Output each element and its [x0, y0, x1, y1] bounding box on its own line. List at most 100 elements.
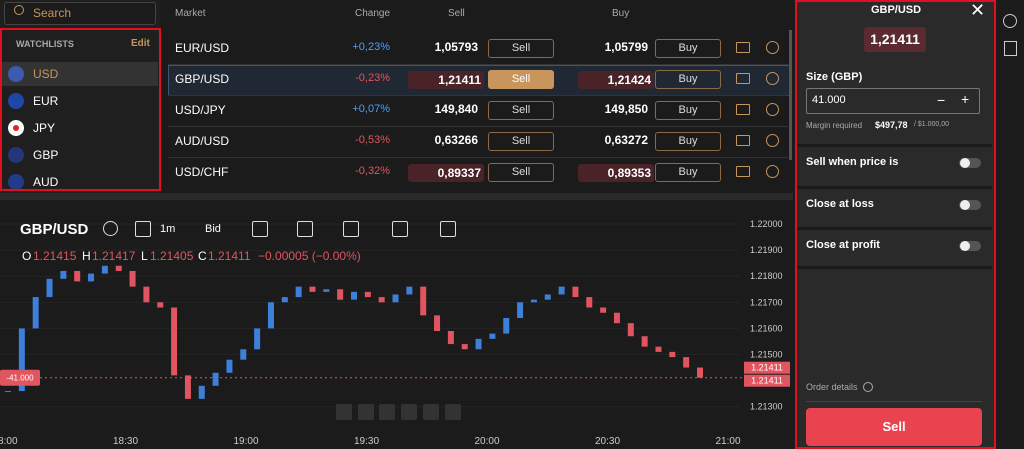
- minus[interactable]: −: [937, 92, 946, 108]
- candle: [337, 289, 344, 300]
- sell-price: 1,05793: [434, 40, 478, 54]
- size-value[interactable]: 41.000: [812, 94, 846, 106]
- sell-button[interactable]: Sell: [488, 132, 554, 151]
- watchlist-item[interactable]: AUD: [33, 175, 59, 189]
- close-button[interactable]: ✕: [970, 0, 986, 20]
- watchlist-item[interactable]: JPY: [33, 121, 56, 135]
- buy-button[interactable]: Buy: [655, 70, 721, 89]
- nav-button[interactable]: [401, 404, 417, 420]
- candle: [530, 299, 537, 303]
- candle: [115, 265, 122, 271]
- margin-total: / $1.000,00: [914, 121, 950, 128]
- candle: [88, 273, 95, 282]
- toolbar-icon[interactable]: [297, 221, 313, 237]
- size-input[interactable]: [806, 88, 980, 114]
- chart-icon[interactable]: [736, 104, 750, 115]
- panel-divider: [806, 401, 982, 402]
- toolbar-icon[interactable]: [392, 221, 408, 237]
- x-tick-label: 20:30: [595, 436, 620, 447]
- row-divider: [168, 126, 788, 127]
- sell-button[interactable]: Sell: [488, 70, 554, 89]
- chart-icon[interactable]: [736, 42, 750, 53]
- buy-button[interactable]: Buy: [655, 163, 721, 182]
- flag-icon: [8, 93, 24, 109]
- add-icon[interactable]: [766, 72, 779, 85]
- toggle-label: Sell when price is: [806, 156, 899, 168]
- change: -0,53%: [355, 134, 390, 146]
- sell-button[interactable]: Sell: [488, 39, 554, 58]
- change: -0,32%: [355, 165, 390, 177]
- toolbar-icon[interactable]: [343, 221, 359, 237]
- ohlc-change: −0.00005 (−0.00%): [258, 249, 361, 263]
- nav-button[interactable]: [358, 404, 374, 420]
- flag-icon: [8, 174, 24, 190]
- watchlist-item[interactable]: USD: [33, 67, 59, 81]
- candle: [683, 357, 690, 368]
- submit-button[interactable]: Sell: [806, 408, 982, 446]
- candle: [143, 286, 150, 303]
- buy-button[interactable]: Buy: [655, 39, 721, 58]
- sell-button[interactable]: Sell: [488, 163, 554, 182]
- candle: [378, 297, 385, 303]
- candle: [18, 328, 25, 392]
- price-tag-label: 1.21411: [751, 376, 783, 386]
- info-icon: [863, 382, 873, 392]
- sell-button[interactable]: Sell: [488, 101, 554, 120]
- toggle-knob: [960, 241, 970, 251]
- watchlist-item[interactable]: GBP: [33, 148, 59, 162]
- buy-button[interactable]: Buy: [655, 101, 721, 120]
- nav-button[interactable]: [336, 404, 352, 420]
- side-icon[interactable]: [1003, 14, 1017, 28]
- add-icon[interactable]: [766, 103, 779, 116]
- add-indicator[interactable]: [103, 221, 118, 236]
- nav-button[interactable]: [445, 404, 461, 420]
- add-icon[interactable]: [766, 134, 779, 147]
- toggle[interactable]: [959, 241, 981, 251]
- ohlc-h-label: H: [82, 249, 91, 263]
- toggle[interactable]: [959, 158, 981, 168]
- margin-label: Margin required: [806, 121, 863, 130]
- candle: [669, 351, 676, 358]
- edit-button[interactable]: Edit: [131, 38, 150, 49]
- size-label: Size (GBP): [806, 71, 863, 83]
- ohlc-l-label: L: [141, 249, 148, 263]
- search-icon: [14, 5, 24, 15]
- ohlc-c-label: C: [198, 249, 207, 263]
- buy-button[interactable]: Buy: [655, 132, 721, 151]
- plus[interactable]: +: [961, 91, 970, 107]
- nav-button[interactable]: [379, 404, 395, 420]
- search-box[interactable]: [4, 2, 156, 25]
- order-details[interactable]: Order details: [806, 382, 858, 392]
- toolbar-icon[interactable]: [440, 221, 456, 237]
- nav-button[interactable]: [423, 404, 439, 420]
- add-icon[interactable]: [766, 165, 779, 178]
- watchlists-title: WATCHLISTS: [16, 39, 74, 49]
- candle: [32, 297, 39, 329]
- chart-icon[interactable]: [736, 73, 750, 84]
- candle: [600, 307, 607, 313]
- watchlist-selected: [2, 62, 158, 86]
- sell-price: 0,63266: [434, 133, 478, 147]
- sell-price: 149,840: [434, 102, 478, 116]
- chart-icon[interactable]: [736, 135, 750, 146]
- candle: [198, 385, 205, 399]
- toggle[interactable]: [959, 199, 981, 210]
- x-tick-label: 20:00: [474, 436, 499, 447]
- search-placeholder[interactable]: Search: [33, 6, 72, 20]
- add-icon[interactable]: [766, 41, 779, 54]
- row-divider: [168, 64, 788, 65]
- candle: [46, 278, 53, 298]
- interval[interactable]: 1m: [160, 223, 176, 235]
- toolbar-icon[interactable]: [252, 221, 268, 237]
- chart-icon[interactable]: [736, 166, 750, 177]
- x-tick-label: 18:00: [0, 436, 18, 447]
- flag-icon: [8, 66, 24, 82]
- market-name: EUR/USD: [175, 41, 230, 55]
- toggle-knob: [960, 158, 970, 168]
- price-type[interactable]: Bid: [205, 223, 221, 235]
- watchlist-item[interactable]: EUR: [33, 94, 59, 108]
- y-tick-label: 1.21700: [750, 297, 783, 307]
- y-tick-label: 1.21800: [750, 271, 783, 281]
- toolbar-icon[interactable]: [135, 221, 151, 237]
- side-icon[interactable]: [1004, 41, 1017, 56]
